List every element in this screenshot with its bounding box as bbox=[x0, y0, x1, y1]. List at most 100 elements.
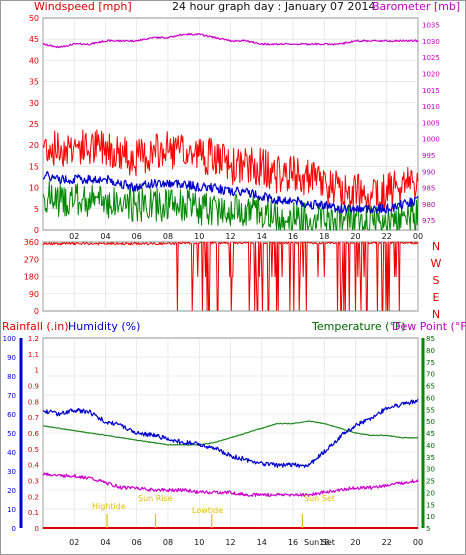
y-tick-rainfall: 0.4 bbox=[28, 462, 40, 470]
compass-label-e: E bbox=[433, 291, 440, 304]
x-tick-weather: 22 bbox=[382, 538, 392, 547]
y-tick-temperature: 35 bbox=[426, 454, 435, 462]
x-tick-wind: 04 bbox=[100, 232, 110, 241]
x-tick-weather: 12 bbox=[225, 538, 235, 547]
y-tick-windspeed: 30 bbox=[29, 99, 39, 108]
x-tick-wind: 22 bbox=[382, 232, 392, 241]
y-tick-barometer: 1015 bbox=[422, 87, 440, 95]
compass-label-n: N bbox=[432, 240, 440, 253]
x-tick-weather: 04 bbox=[100, 538, 110, 547]
y-tick-humidity: 10 bbox=[7, 506, 16, 514]
barometer-line bbox=[42, 32, 419, 49]
y-tick-temperature: 75 bbox=[426, 359, 435, 367]
compass-label-w: W bbox=[431, 257, 442, 270]
x-tick-weather: 20 bbox=[350, 538, 360, 547]
y-tick-barometer: 1005 bbox=[422, 119, 440, 127]
y-tick-temperature: 5 bbox=[426, 525, 430, 533]
y-tick-direction: 180 bbox=[24, 273, 39, 282]
y-tick-windspeed: 45 bbox=[29, 35, 39, 44]
y-tick-humidity: 100 bbox=[3, 335, 16, 343]
y-tick-barometer: 1010 bbox=[422, 103, 440, 111]
y-tick-temperature: 25 bbox=[426, 478, 435, 486]
x-tick-wind: 18 bbox=[319, 232, 329, 241]
annotation-sun-set: Sun Set bbox=[304, 494, 335, 503]
annotation-low-tide: Lowtide bbox=[192, 506, 223, 515]
x-tick-weather: 02 bbox=[69, 538, 79, 547]
x-tick-wind: 08 bbox=[163, 232, 173, 241]
rainfall-label: Rainfall (.in) bbox=[2, 320, 69, 333]
x-tick-wind: 02 bbox=[69, 232, 79, 241]
dew-point-line bbox=[42, 472, 419, 497]
y-tick-barometer: 1000 bbox=[422, 136, 440, 144]
y-tick-windspeed: 20 bbox=[29, 141, 39, 150]
y-tick-barometer: 975 bbox=[422, 217, 435, 225]
humidity-label: Humidity (%) bbox=[68, 320, 140, 333]
y-tick-barometer: 1035 bbox=[422, 22, 440, 30]
wind-average-line bbox=[42, 171, 419, 214]
y-tick-direction: 360 bbox=[24, 238, 39, 247]
y-tick-windspeed: 35 bbox=[29, 78, 39, 87]
y-tick-temperature: 45 bbox=[426, 430, 435, 438]
series-layer bbox=[42, 32, 419, 528]
y-tick-direction: 0 bbox=[34, 307, 39, 316]
x-tick-wind: 10 bbox=[194, 232, 204, 241]
y-tick-temperature: 30 bbox=[426, 466, 435, 474]
compass-label-n: N bbox=[432, 308, 440, 321]
y-tick-windspeed: 5 bbox=[34, 205, 39, 214]
y-tick-windspeed: 10 bbox=[29, 184, 39, 193]
x-tick-wind: 20 bbox=[350, 232, 360, 241]
wind-gust-line bbox=[42, 129, 419, 212]
x-tick-weather: 08 bbox=[163, 538, 173, 547]
barometer-label: Barometer [mb] bbox=[372, 0, 460, 13]
y-tick-temperature: 20 bbox=[426, 489, 435, 497]
y-tick-rainfall: 0.6 bbox=[28, 430, 40, 438]
x-tick-wind: 16 bbox=[288, 232, 298, 241]
y-tick-rainfall: 0.3 bbox=[28, 478, 39, 486]
y-tick-barometer: 990 bbox=[422, 168, 435, 176]
axis-sun-set-label: Sun Set bbox=[304, 538, 335, 547]
y-tick-temperature: 50 bbox=[426, 418, 435, 426]
y-tick-humidity: 20 bbox=[7, 487, 16, 495]
y-tick-direction: 270 bbox=[24, 255, 39, 264]
y-tick-windspeed: 50 bbox=[29, 14, 39, 23]
y-tick-rainfall: 0.9 bbox=[28, 383, 39, 391]
y-tick-barometer: 985 bbox=[422, 185, 435, 193]
y-tick-rainfall: 0.8 bbox=[28, 398, 39, 406]
x-tick-weather: 18 bbox=[319, 538, 329, 547]
y-tick-rainfall: 0.5 bbox=[28, 446, 39, 454]
y-tick-temperature: 10 bbox=[426, 513, 435, 521]
x-tick-wind: 06 bbox=[132, 232, 142, 241]
y-tick-humidity: 50 bbox=[7, 430, 16, 438]
x-tick-weather: 00 bbox=[413, 538, 423, 547]
x-tick-wind: 14 bbox=[257, 232, 267, 241]
y-tick-barometer: 1025 bbox=[422, 54, 440, 62]
wind-direction-line bbox=[42, 241, 419, 311]
y-tick-temperature: 55 bbox=[426, 406, 435, 414]
y-tick-humidity: 0 bbox=[12, 525, 16, 533]
temperature-label: Temperature (°F) bbox=[311, 320, 406, 333]
x-tick-weather: 10 bbox=[194, 538, 204, 547]
y-tick-windspeed: 15 bbox=[29, 162, 39, 171]
x-tick-wind: 12 bbox=[225, 232, 235, 241]
windspeed-label: Windspeed [mph] bbox=[34, 0, 132, 13]
ticks-layer: 0202040406060808101012121414161618182020… bbox=[3, 14, 442, 547]
graph-title: 24 hour graph day : January 07 2014 bbox=[172, 0, 376, 13]
y-tick-windspeed: 0 bbox=[34, 226, 39, 235]
y-tick-windspeed: 40 bbox=[29, 56, 39, 65]
y-tick-temperature: 15 bbox=[426, 501, 435, 509]
dewpoint-label: Dew Point (°F) bbox=[392, 320, 466, 333]
annotation-high-tide: Hightide bbox=[92, 502, 126, 511]
y-tick-rainfall: 1.1 bbox=[28, 351, 39, 359]
y-tick-barometer: 980 bbox=[422, 201, 435, 209]
y-tick-barometer: 1030 bbox=[422, 38, 440, 46]
y-tick-rainfall: 1.2 bbox=[28, 335, 39, 343]
y-tick-barometer: 1020 bbox=[422, 70, 440, 78]
y-tick-rainfall: 0 bbox=[35, 525, 39, 533]
y-tick-temperature: 80 bbox=[426, 347, 435, 355]
y-tick-temperature: 70 bbox=[426, 371, 435, 379]
annotation-sun-rise: Sun Rise bbox=[138, 494, 173, 503]
y-tick-temperature: 65 bbox=[426, 383, 435, 391]
y-tick-windspeed: 25 bbox=[29, 120, 39, 129]
y-tick-direction: 90 bbox=[29, 290, 39, 299]
